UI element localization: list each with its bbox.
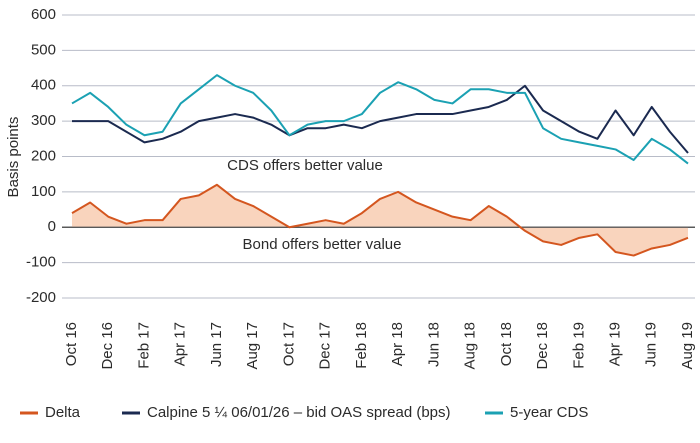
y-tick-label: 500 [31,41,56,58]
x-tick-label: Jun 19 [643,322,660,367]
y-tick-label: 200 [31,147,56,164]
legend-label: Delta [45,404,81,421]
y-axis-label: Basis points [5,117,22,198]
series-line [71,183,689,257]
delta-area [72,184,688,256]
x-tick-label: Dec 16 [99,322,116,370]
x-tick-label: Apr 19 [606,322,623,366]
series-line [72,84,689,154]
x-tick-label: Feb 17 [135,322,152,369]
x-tick-label: Aug 18 [462,322,479,370]
x-tick-label: Feb 18 [353,322,370,369]
annotation: Bond offers better value [243,236,402,253]
x-tick-label: Aug 19 [679,322,696,370]
x-tick-label: Aug 17 [244,322,261,370]
y-tick-label: 600 [31,6,56,23]
x-tick-label: Dec 18 [534,322,551,370]
y-tick-label: 0 [48,218,56,235]
x-tick-label: Apr 17 [172,322,189,366]
y-tick-label: 300 [31,112,56,129]
annotation: CDS offers better value [227,157,383,174]
x-tick-label: Oct 16 [63,322,80,366]
y-tick-label: 400 [31,77,56,94]
y-tick-label: -200 [26,289,56,306]
x-tick-label: Oct 18 [498,322,515,366]
series-line [71,74,689,165]
legend-label: 5-year CDS [510,404,588,421]
x-tick-label: Oct 17 [280,322,297,366]
x-tick-label: Jun 18 [425,322,442,367]
x-tick-label: Dec 17 [317,322,334,370]
x-tick-label: Apr 18 [389,322,406,366]
legend-label: Calpine 5 ¼ 06/01/26 – bid OAS spread (b… [147,404,451,421]
x-tick-label: Jun 17 [208,322,225,367]
x-tick-label: Feb 19 [570,322,587,369]
y-tick-label: 100 [31,183,56,200]
y-tick-label: -100 [26,254,56,271]
